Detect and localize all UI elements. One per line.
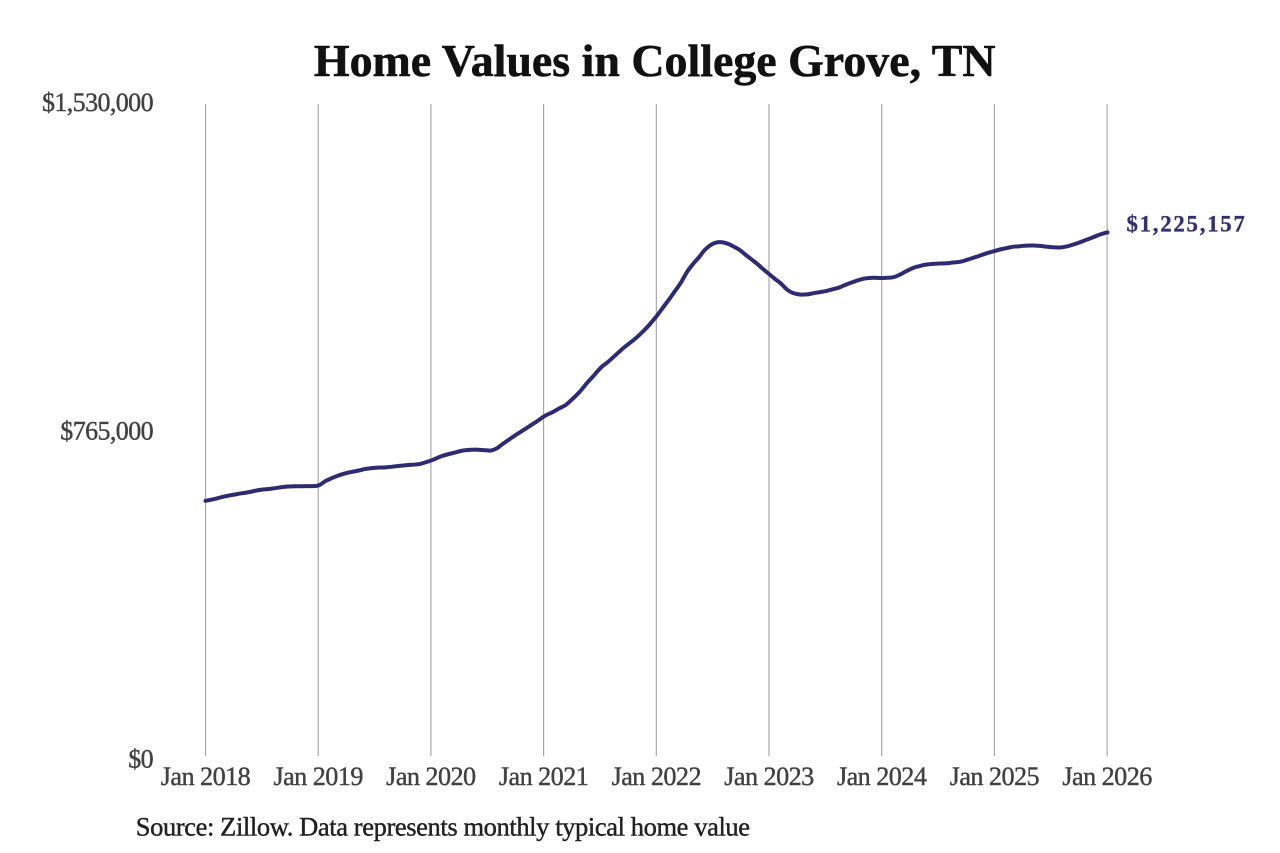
svg-text:$0: $0 [128, 744, 153, 773]
svg-text:$1,225,157: $1,225,157 [1127, 211, 1247, 236]
svg-text:Jan 2024: Jan 2024 [837, 762, 927, 791]
svg-text:$765,000: $765,000 [60, 416, 153, 445]
svg-text:Jan 2019: Jan 2019 [273, 762, 363, 791]
svg-text:Home Values in College Grove,: Home Values in College Grove, TN [314, 35, 996, 86]
svg-text:Jan 2023: Jan 2023 [724, 762, 814, 791]
svg-text:$1,530,000: $1,530,000 [42, 88, 154, 117]
svg-text:Jan 2022: Jan 2022 [612, 762, 701, 791]
svg-text:Source: Zillow. Data represent: Source: Zillow. Data represents monthly … [136, 811, 750, 841]
svg-text:Jan 2018: Jan 2018 [161, 762, 251, 791]
svg-text:Jan 2020: Jan 2020 [386, 762, 476, 791]
svg-text:Jan 2026: Jan 2026 [1062, 762, 1152, 791]
svg-text:Jan 2025: Jan 2025 [950, 762, 1040, 791]
svg-text:Jan 2021: Jan 2021 [499, 762, 588, 791]
